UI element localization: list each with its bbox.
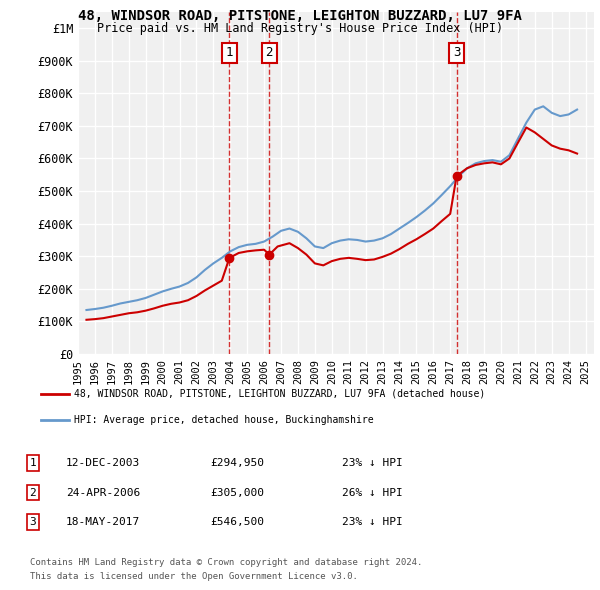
Text: 48, WINDSOR ROAD, PITSTONE, LEIGHTON BUZZARD, LU7 9FA: 48, WINDSOR ROAD, PITSTONE, LEIGHTON BUZ…	[78, 9, 522, 23]
Text: Price paid vs. HM Land Registry's House Price Index (HPI): Price paid vs. HM Land Registry's House …	[97, 22, 503, 35]
Text: This data is licensed under the Open Government Licence v3.0.: This data is licensed under the Open Gov…	[30, 572, 358, 581]
Text: 1: 1	[226, 47, 233, 60]
Text: £294,950: £294,950	[210, 458, 264, 468]
Text: 48, WINDSOR ROAD, PITSTONE, LEIGHTON BUZZARD, LU7 9FA (detached house): 48, WINDSOR ROAD, PITSTONE, LEIGHTON BUZ…	[74, 389, 485, 399]
Text: 26% ↓ HPI: 26% ↓ HPI	[342, 488, 403, 497]
Text: 12-DEC-2003: 12-DEC-2003	[66, 458, 140, 468]
Text: 1: 1	[29, 458, 37, 468]
Text: Contains HM Land Registry data © Crown copyright and database right 2024.: Contains HM Land Registry data © Crown c…	[30, 558, 422, 566]
Text: 24-APR-2006: 24-APR-2006	[66, 488, 140, 497]
Text: HPI: Average price, detached house, Buckinghamshire: HPI: Average price, detached house, Buck…	[74, 415, 374, 425]
Text: 3: 3	[453, 47, 460, 60]
Text: £305,000: £305,000	[210, 488, 264, 497]
Text: £546,500: £546,500	[210, 517, 264, 527]
Text: 23% ↓ HPI: 23% ↓ HPI	[342, 517, 403, 527]
Text: 23% ↓ HPI: 23% ↓ HPI	[342, 458, 403, 468]
Text: 3: 3	[29, 517, 37, 527]
Text: 2: 2	[266, 47, 273, 60]
Text: 18-MAY-2017: 18-MAY-2017	[66, 517, 140, 527]
Text: 2: 2	[29, 488, 37, 497]
